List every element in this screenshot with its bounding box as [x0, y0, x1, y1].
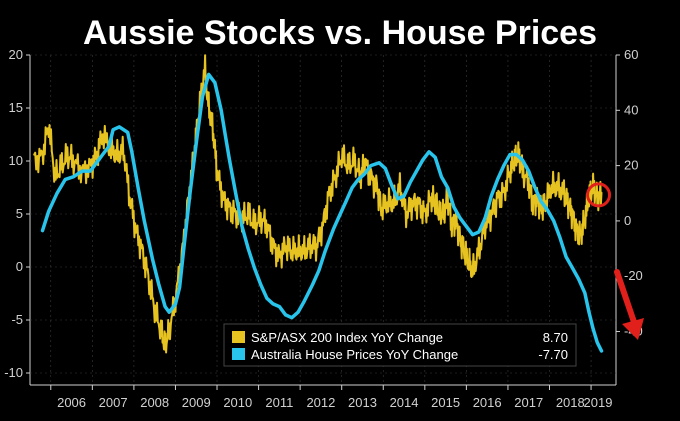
x-tick-label: 2008	[140, 395, 169, 410]
x-tick-label: 2018	[556, 395, 585, 410]
left-tick-label: -10	[4, 365, 23, 380]
x-tick-label: 2017	[514, 395, 543, 410]
x-tick-label: 2019	[584, 395, 613, 410]
x-tick-label: 2016	[473, 395, 502, 410]
asx200-series-line	[33, 54, 603, 354]
left-tick-label: 5	[16, 206, 23, 221]
x-tick-label: 2015	[431, 395, 460, 410]
chart-title: Aussie Stocks vs. House Prices	[82, 14, 598, 52]
legend-value-house-prices: -7.70	[538, 347, 568, 362]
legend-box	[223, 323, 577, 367]
right-tick-label: 0	[624, 213, 631, 228]
right-tick-label: -20	[624, 268, 643, 283]
legend-label-house-prices: Australia House Prices YoY Change	[251, 347, 458, 362]
x-tick-label: 2007	[99, 395, 128, 410]
legend-label-asx200: S&P/ASX 200 Index YoY Change	[251, 330, 443, 345]
x-tick-label: 2012	[306, 395, 335, 410]
left-tick-label: 10	[9, 153, 23, 168]
legend-swatch-house-prices	[232, 348, 245, 360]
x-tick-label: 2014	[390, 395, 419, 410]
left-tick-label: 20	[9, 47, 23, 62]
red-arrow-shaft	[614, 269, 637, 325]
x-tick-label: 2011	[265, 395, 293, 410]
red-arrow-head	[622, 318, 644, 340]
left-tick-label: 15	[9, 100, 23, 115]
highlight-circle	[586, 182, 612, 208]
x-tick-label: 2013	[348, 395, 377, 410]
x-tick-label: 2006	[57, 395, 86, 410]
legend-swatch-asx200	[232, 331, 245, 343]
left-tick-label: 0	[16, 259, 23, 274]
x-tick-label: 2009	[182, 395, 211, 410]
right-tick-label: 20	[624, 158, 638, 173]
house-prices-series-line	[40, 72, 604, 353]
right-tick-label: 60	[624, 47, 638, 62]
legend-value-asx200: 8.70	[543, 330, 568, 345]
x-tick-label: 2010	[223, 395, 252, 410]
right-tick-label: 40	[624, 102, 638, 117]
left-tick-label: -5	[11, 312, 23, 327]
